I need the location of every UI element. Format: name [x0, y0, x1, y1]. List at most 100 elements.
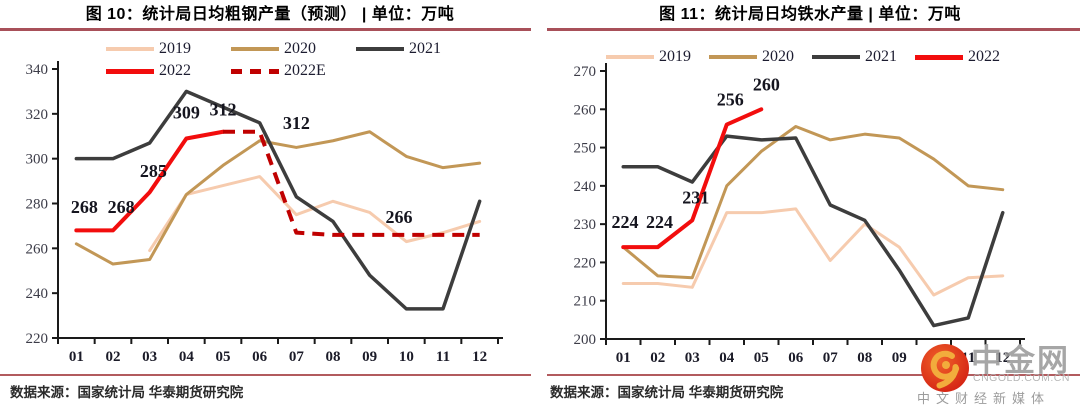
svg-text:06: 06 — [252, 349, 268, 365]
legend-label: 2019 — [659, 48, 691, 65]
title-rule — [0, 28, 531, 31]
svg-text:12: 12 — [472, 349, 487, 365]
svg-text:280: 280 — [26, 197, 49, 213]
legend-item-2022: 2022 — [106, 62, 231, 80]
svg-text:309: 309 — [173, 103, 200, 123]
legend: 2019 2020 2021 2022 — [606, 46, 1018, 68]
svg-text:07: 07 — [823, 350, 839, 366]
svg-text:260: 260 — [574, 102, 597, 118]
svg-text:270: 270 — [574, 64, 597, 80]
chart-area-hot-metal: 200 210 220 230 240 250 260 270 01 02 03 04 05 06 07 08… — [540, 32, 1080, 372]
svg-text:04: 04 — [719, 350, 735, 366]
svg-text:231: 231 — [682, 187, 709, 207]
legend-swatch-2021 — [812, 55, 860, 59]
legend-swatch-2022 — [106, 68, 154, 74]
svg-text:11: 11 — [961, 350, 975, 366]
legend-item-2022E: 2022E — [231, 62, 356, 80]
legend-label: 2020 — [762, 48, 794, 65]
x-axis-labels: 01 02 03 04 05 06 07 08 09 10 11 12 — [616, 350, 1011, 366]
svg-text:240: 240 — [574, 179, 597, 195]
legend-item-2020: 2020 — [231, 40, 356, 58]
legend-label: 2022 — [159, 62, 191, 79]
svg-text:02: 02 — [106, 349, 121, 365]
legend-swatch-2020 — [709, 55, 757, 59]
series-line-2019 — [148, 175, 482, 253]
legend-swatch-2020 — [231, 47, 279, 51]
svg-text:312: 312 — [210, 99, 237, 119]
legend-label: 2019 — [159, 40, 191, 57]
svg-text:340: 340 — [26, 62, 49, 78]
svg-text:220: 220 — [26, 331, 49, 347]
svg-text:200: 200 — [574, 332, 597, 348]
series-line-2022 — [74, 129, 225, 233]
y-axis-labels: 220 240 260 280 300 320 340 — [26, 62, 49, 347]
svg-text:11: 11 — [436, 349, 450, 365]
svg-text:268: 268 — [71, 197, 98, 217]
legend-row: 2019 2020 2021 2022 — [606, 46, 1018, 68]
svg-text:260: 260 — [26, 241, 49, 257]
svg-text:224: 224 — [646, 212, 673, 232]
y-axis-labels: 200 210 220 230 240 250 260 270 — [574, 64, 597, 348]
series-line-2019 — [621, 207, 1005, 297]
svg-text:224: 224 — [611, 212, 638, 232]
svg-text:266: 266 — [386, 207, 413, 227]
svg-text:01: 01 — [616, 350, 631, 366]
svg-text:312: 312 — [283, 113, 310, 133]
crude-steel-line-chart: 220 240 260 280 300 320 340 01 02 03 04 05 06 07 08 09 1… — [26, 61, 503, 365]
legend-row: 2019 2020 2021 — [106, 38, 481, 60]
title-rule — [547, 28, 1080, 31]
legend-label: 2022E — [284, 62, 326, 79]
legend-swatch-2021 — [356, 47, 404, 51]
legend-item-2021: 2021 — [812, 48, 915, 66]
series-line-2022E — [223, 129, 480, 237]
legend-swatch-2019 — [606, 55, 654, 59]
data-labels: 224 224 231 256 260 — [611, 74, 779, 232]
legend-item-2019: 2019 — [106, 40, 231, 58]
series-line-2022 — [621, 107, 764, 250]
svg-text:08: 08 — [857, 350, 872, 366]
series-line-2021 — [621, 134, 1005, 328]
series-line-2020 — [621, 125, 1005, 280]
svg-text:01: 01 — [69, 349, 84, 365]
svg-text:285: 285 — [140, 161, 167, 181]
svg-text:230: 230 — [574, 217, 597, 233]
axes — [52, 61, 503, 344]
legend-swatch-2019 — [106, 47, 154, 51]
x-axis-labels: 01 02 03 04 05 06 07 08 09 10 11 12 — [69, 349, 487, 365]
svg-text:250: 250 — [574, 141, 597, 157]
svg-text:09: 09 — [892, 350, 907, 366]
source-text: 数据来源：国家统计局 华泰期货研究院 — [10, 385, 244, 400]
svg-text:07: 07 — [289, 349, 305, 365]
svg-text:220: 220 — [574, 255, 597, 271]
source-text: 数据来源：国家统计局 华泰期货研究院 — [550, 385, 784, 400]
svg-text:300: 300 — [26, 152, 49, 168]
svg-text:268: 268 — [108, 197, 135, 217]
svg-text:06: 06 — [788, 350, 804, 366]
legend-label: 2021 — [409, 40, 441, 57]
svg-text:256: 256 — [717, 90, 744, 110]
svg-text:10: 10 — [399, 349, 414, 365]
svg-text:12: 12 — [995, 350, 1010, 366]
svg-text:03: 03 — [142, 349, 157, 365]
legend-swatch-2022E — [231, 68, 279, 74]
chart-area-crude-steel: 220 240 260 280 300 320 340 01 02 03 04 05 06 07 08 09 1… — [0, 32, 540, 372]
legend-item-2019: 2019 — [606, 48, 709, 66]
svg-text:210: 210 — [574, 294, 597, 310]
legend-label: 2021 — [865, 48, 897, 65]
svg-text:10: 10 — [926, 350, 941, 366]
legend-row: 2022 2022E — [106, 60, 481, 82]
svg-text:05: 05 — [754, 350, 769, 366]
legend-item-2020: 2020 — [709, 48, 812, 66]
legend-label: 2020 — [284, 40, 316, 57]
legend-label: 2022 — [968, 48, 1000, 65]
figure-hot-metal: 图 11：统计局日均铁水产量 | 单位：万吨 200 210 220 230 240 25… — [540, 0, 1080, 412]
legend-swatch-2022 — [915, 54, 963, 60]
series-line-2021 — [74, 89, 482, 311]
svg-text:08: 08 — [326, 349, 341, 365]
legend-item-2022: 2022 — [915, 48, 1018, 66]
figure-crude-steel: 图 10：统计局日均粗钢产量（预测） | 单位：万吨 220 240 260 280 3… — [0, 6, 540, 400]
axes — [600, 63, 1025, 345]
svg-text:260: 260 — [753, 74, 780, 94]
